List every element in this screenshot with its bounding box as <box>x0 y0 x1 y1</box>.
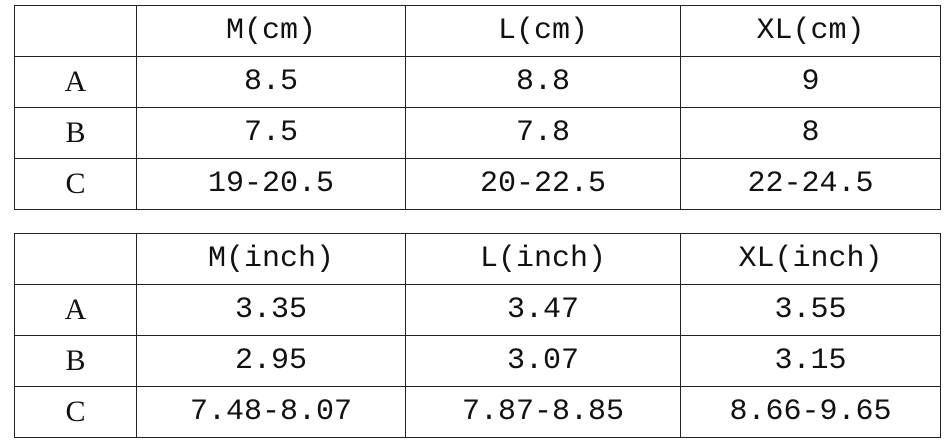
size-table-cm: M(cm) L(cm) XL(cm) A 8.5 8.8 9 B 7.5 7.8 8 C 19-20.5… <box>14 5 941 210</box>
header-row: M(cm) L(cm) XL(cm) <box>14 5 941 57</box>
value-cell: 9 <box>680 56 941 108</box>
value-cell: 3.15 <box>680 335 941 387</box>
column-header: XL(inch) <box>680 233 941 285</box>
value-cell: 20-22.5 <box>405 158 681 210</box>
row-label: C <box>14 386 137 438</box>
row-label: B <box>14 107 137 159</box>
column-header: M(cm) <box>136 5 406 57</box>
row-label: A <box>14 56 137 108</box>
value-cell: 3.55 <box>680 284 941 336</box>
value-cell: 3.07 <box>405 335 681 387</box>
column-header: XL(cm) <box>680 5 941 57</box>
value-cell: 7.87-8.85 <box>405 386 681 438</box>
size-table-inch: M(inch) L(inch) XL(inch) A 3.35 3.47 3.55 B 2.95… <box>14 233 941 438</box>
column-header: L(inch) <box>405 233 681 285</box>
column-header: M(inch) <box>136 233 406 285</box>
data-row: A 8.5 8.8 9 <box>14 56 941 108</box>
value-cell: 8.66-9.65 <box>680 386 941 438</box>
data-row: C 19-20.5 20-22.5 22-24.5 <box>14 158 941 210</box>
data-row: B 7.5 7.8 8 <box>14 107 941 159</box>
data-row: B 2.95 3.07 3.15 <box>14 335 941 387</box>
corner-cell <box>14 233 137 285</box>
row-label: B <box>14 335 137 387</box>
row-label: C <box>14 158 137 210</box>
value-cell: 19-20.5 <box>136 158 406 210</box>
value-cell: 7.8 <box>405 107 681 159</box>
value-cell: 3.47 <box>405 284 681 336</box>
data-row: A 3.35 3.47 3.55 <box>14 284 941 336</box>
value-cell: 2.95 <box>136 335 406 387</box>
value-cell: 8 <box>680 107 941 159</box>
corner-cell <box>14 5 137 57</box>
value-cell: 7.48-8.07 <box>136 386 406 438</box>
header-row: M(inch) L(inch) XL(inch) <box>14 233 941 285</box>
column-header: L(cm) <box>405 5 681 57</box>
value-cell: 3.35 <box>136 284 406 336</box>
row-label: A <box>14 284 137 336</box>
value-cell: 22-24.5 <box>680 158 941 210</box>
value-cell: 8.5 <box>136 56 406 108</box>
value-cell: 7.5 <box>136 107 406 159</box>
value-cell: 8.8 <box>405 56 681 108</box>
data-row: C 7.48-8.07 7.87-8.85 8.66-9.65 <box>14 386 941 438</box>
